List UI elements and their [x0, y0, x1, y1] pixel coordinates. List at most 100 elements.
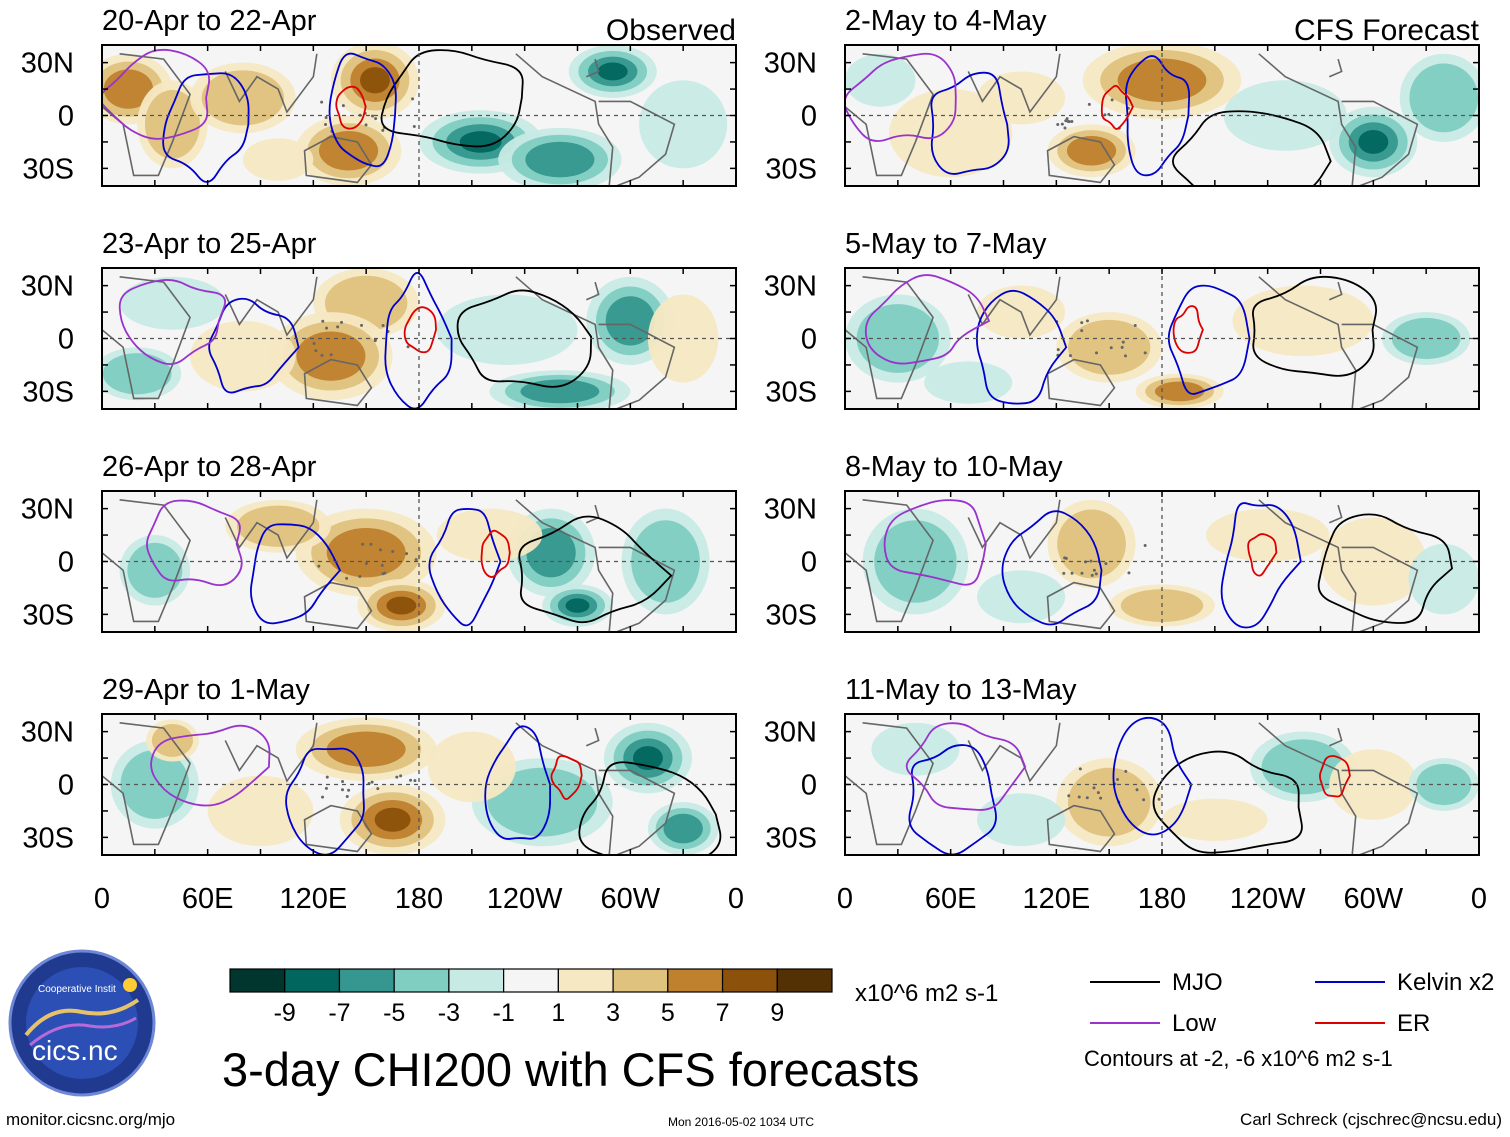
legend-label: MJO — [1172, 969, 1223, 996]
island — [324, 115, 328, 119]
colorbar-swatch — [229, 968, 286, 993]
contour-mjo — [1252, 275, 1377, 377]
map-panel: 30N 0 30S 11-May to 13-May — [764, 674, 1480, 856]
coastline — [303, 804, 373, 853]
island — [1121, 340, 1125, 344]
anomaly-shade — [119, 276, 226, 330]
y-tick-label: 30N — [764, 717, 817, 749]
contour-mjo — [518, 515, 673, 624]
island — [1070, 571, 1074, 575]
coastline — [845, 722, 934, 846]
contour-low — [883, 499, 987, 586]
colorbar-swatch — [557, 968, 614, 993]
island — [1065, 117, 1069, 121]
contour-mjo — [1152, 750, 1303, 854]
y-tick-label: 0 — [801, 547, 817, 579]
anomaly-shade — [1391, 317, 1461, 360]
island — [411, 97, 415, 101]
anomaly-shade — [1261, 739, 1345, 795]
anomaly-shade — [436, 294, 578, 365]
coastline — [224, 53, 318, 114]
island — [1068, 354, 1072, 358]
anomaly-shade — [127, 542, 183, 598]
coastline — [224, 499, 318, 560]
island — [399, 774, 403, 778]
anomaly-shade — [647, 294, 719, 383]
coastline — [598, 546, 676, 632]
anomaly-shade — [1416, 763, 1472, 806]
island — [317, 564, 321, 568]
y-tick-label: 0 — [58, 324, 74, 356]
island — [1110, 98, 1114, 102]
x-tick-label: 60W — [601, 883, 661, 915]
coastline — [515, 53, 614, 186]
island — [320, 100, 324, 104]
island — [1063, 556, 1067, 560]
anomaly-shade — [144, 89, 200, 159]
column-label: CFS Forecast — [1294, 14, 1480, 47]
contour-er — [335, 85, 367, 130]
coastline — [102, 276, 191, 400]
legend-label: Kelvin x2 — [1397, 969, 1494, 996]
coastline — [585, 281, 600, 301]
contour-kelvin — [908, 744, 997, 855]
island — [1089, 559, 1093, 563]
anomaly-shade — [874, 520, 957, 603]
contour-er — [1100, 84, 1134, 130]
contour-er — [1319, 755, 1351, 798]
x-tick-label: 60W — [1344, 883, 1404, 915]
panel-period-title: 26-Apr to 28-Apr — [102, 451, 317, 483]
colorbar-swatch — [338, 968, 395, 993]
coastline — [1046, 135, 1116, 184]
island — [361, 542, 365, 546]
island — [1109, 346, 1113, 350]
chart-title: 3-day CHI200 with CFS forecasts — [222, 1043, 920, 1096]
coastline — [515, 276, 614, 409]
anomaly-shade — [1409, 63, 1479, 133]
island — [1087, 102, 1091, 106]
island — [1095, 351, 1099, 355]
island — [321, 795, 325, 799]
colorbar-swatch — [612, 968, 669, 993]
contour-kelvin — [384, 272, 453, 409]
footer-url[interactable]: monitor.cicsnc.org/mjo — [6, 1110, 176, 1129]
island — [364, 123, 368, 127]
island — [312, 341, 316, 345]
anomaly-shade — [871, 722, 960, 776]
island — [320, 353, 324, 357]
island — [391, 550, 395, 554]
island — [371, 114, 375, 118]
logo-wave — [24, 998, 140, 1037]
island — [1133, 324, 1137, 328]
contour-mjo — [380, 49, 524, 148]
y-tick-label: 30S — [22, 599, 74, 631]
contour-kelvin — [484, 725, 552, 840]
island — [324, 123, 328, 127]
contour-kelvin — [162, 72, 250, 183]
colorbar-swatch — [667, 968, 724, 993]
island — [347, 788, 351, 792]
island — [1085, 796, 1089, 800]
coastline — [967, 53, 1061, 114]
y-tick-label: 30S — [765, 599, 817, 631]
island — [395, 775, 399, 779]
island — [376, 787, 380, 791]
panel-period-title: 20-Apr to 22-Apr — [102, 5, 317, 37]
anomaly-shade — [977, 570, 1066, 624]
anomaly-shade — [326, 528, 406, 578]
island — [1080, 321, 1084, 325]
anomaly-shade — [360, 67, 390, 94]
map-panel: 30N 0 30S 23-Apr to 25-Apr — [21, 228, 737, 410]
x-tick-label: 60E — [925, 883, 977, 915]
anomaly-shade — [1154, 381, 1205, 402]
y-tick-label: 30N — [764, 48, 817, 80]
coastline — [967, 499, 1061, 560]
island — [1123, 354, 1127, 358]
colorbar-swatch — [721, 968, 778, 993]
anomaly-shade — [605, 296, 655, 346]
coastline — [1328, 727, 1343, 747]
coastline — [598, 323, 676, 409]
contour-mjo — [1172, 110, 1332, 186]
anomaly-shade — [845, 53, 916, 107]
island — [1094, 572, 1098, 576]
